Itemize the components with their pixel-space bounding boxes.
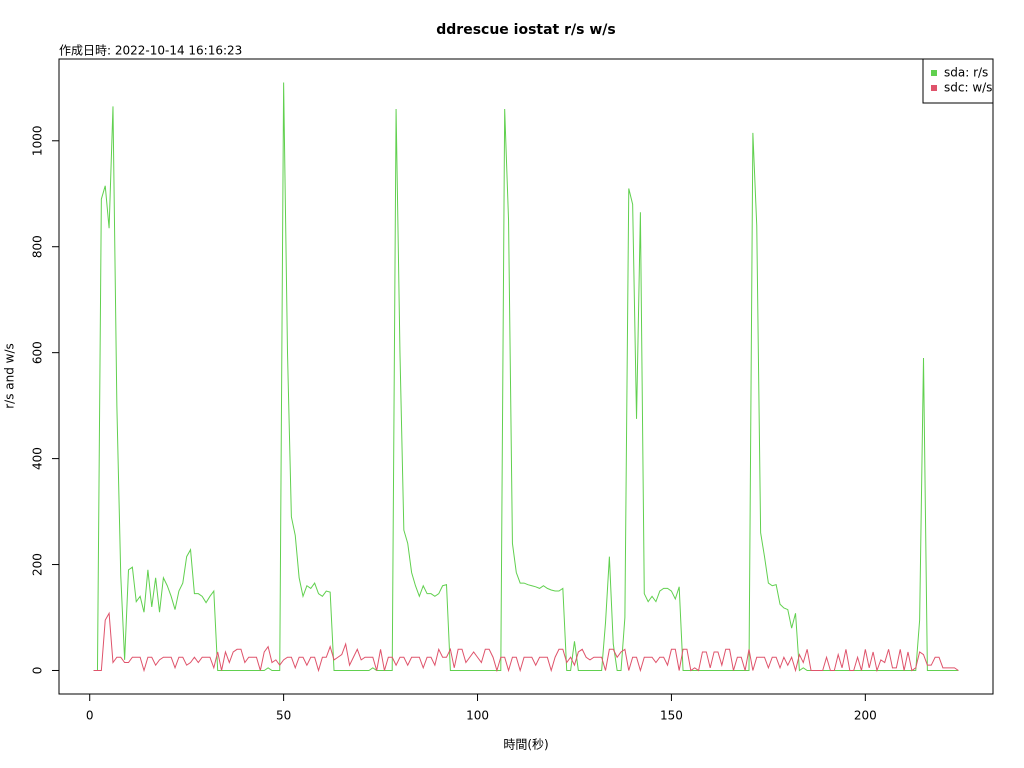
legend-swatch [931, 85, 937, 91]
y-tick-label: 0 [31, 667, 45, 675]
legend-box [922, 58, 994, 104]
plot-frame [58, 58, 994, 695]
x-axis-label: 時間(秒) [503, 738, 548, 752]
legend-label: sdc: w/s [944, 81, 992, 95]
chart-title: ddrescue iostat r/s w/s [436, 22, 615, 38]
y-tick-label: 1000 [31, 126, 45, 157]
series-line [93, 611, 959, 673]
x-tick-label: 50 [276, 709, 291, 723]
x-tick-label: 100 [466, 709, 489, 723]
y-tick-label: 600 [31, 341, 45, 364]
x-tick-label: 0 [86, 709, 94, 723]
x-tick-label: 200 [854, 709, 877, 723]
y-tick-label: 400 [31, 447, 45, 470]
y-tick-label: 200 [31, 553, 45, 576]
legend-label: sda: r/s [944, 66, 988, 80]
y-tick-label: 800 [31, 235, 45, 258]
legend-swatch [931, 70, 937, 76]
subtitle: 作成日時: 2022-10-14 16:16:23 [59, 44, 242, 58]
y-axis-label: r/s and w/s [3, 343, 17, 409]
x-tick-label: 150 [660, 709, 683, 723]
